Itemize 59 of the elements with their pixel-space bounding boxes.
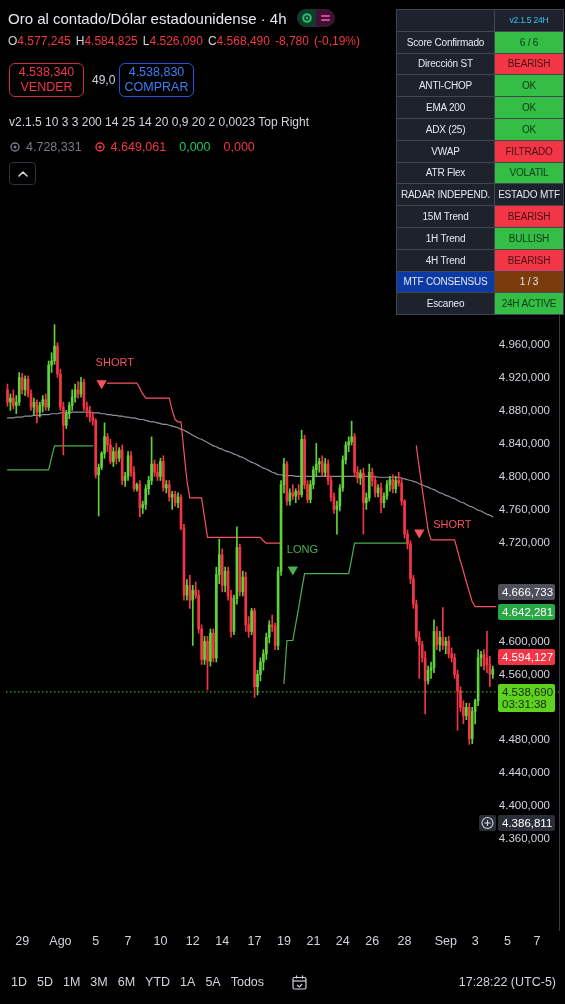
text: O4.577,245 H4.584,825 L4.526,090 C4.568,490 -8,780 (-0,19%) xyxy=(8,34,360,48)
x-tick-label: Sep xyxy=(434,933,457,948)
text: YTD xyxy=(145,975,171,989)
text: SHORT xyxy=(95,356,134,369)
x-tick-label: 28 xyxy=(397,933,412,948)
annotation: 03:31:38 xyxy=(501,697,547,710)
y-tick-label: 4.880,000 xyxy=(498,403,550,416)
y-tick-label: 4.760,000 xyxy=(498,502,550,515)
text: 4.728,331 xyxy=(26,140,82,154)
text: 1A xyxy=(180,975,196,989)
text: 4.538,340 xyxy=(18,65,75,79)
x-tick-label: Ago xyxy=(49,933,72,948)
x-tick-label: 10 xyxy=(153,933,168,948)
series-label: SHORT xyxy=(433,517,472,530)
text: 49,0 xyxy=(92,73,116,87)
y-tick-label: 4.960,000 xyxy=(498,337,550,350)
y-tick-label: 4.800,000 xyxy=(498,469,550,482)
chart-title: Oro al contado/Dólar estadounidense · 4h xyxy=(8,9,287,27)
text: 1M xyxy=(62,975,81,989)
point xyxy=(96,380,107,390)
x-tick-label: 24 xyxy=(335,933,350,948)
x-tick-label: 17 xyxy=(247,933,262,948)
text: 3M xyxy=(90,975,108,989)
y-tick-label: 4.840,000 xyxy=(498,436,550,449)
y-tick-label: 4.400,000 xyxy=(498,799,550,812)
x-tick-label: 5 xyxy=(92,933,100,948)
x-tick-label: 3 xyxy=(471,933,479,948)
y-tick-label: 4.720,000 xyxy=(498,535,550,548)
text: 0,000 xyxy=(179,140,211,154)
y-tick-label: 4.600,000 xyxy=(498,634,550,647)
text: 1D xyxy=(11,975,27,989)
x-tick-label: 26 xyxy=(365,933,380,948)
x-tick-label: 7 xyxy=(124,933,132,948)
text: VENDER xyxy=(20,80,73,94)
x-tick-label: 29 xyxy=(15,933,30,948)
y-tick-label: 4.560,000 xyxy=(498,667,550,680)
y-tick-label: 4.360,000 xyxy=(498,832,550,845)
text: 5A xyxy=(205,975,221,989)
series-label: LONG xyxy=(286,542,318,555)
text: 4.538,830 xyxy=(128,65,185,79)
y-tick-label: 4.440,000 xyxy=(498,766,550,779)
text: COMPRAR xyxy=(124,80,189,94)
text: 4.649,061 xyxy=(110,140,167,154)
ref-line-label: 4.538,690 xyxy=(501,685,555,698)
text: 5D xyxy=(36,975,53,989)
y-tick-label: 4.920,000 xyxy=(498,370,550,383)
x-tick-label: 5 xyxy=(504,933,512,948)
text: 6M xyxy=(117,975,136,989)
x-tick-label: 21 xyxy=(306,933,321,948)
text: Todos xyxy=(230,975,265,989)
text: 0,000 xyxy=(223,140,255,154)
x-tick-label: 14 xyxy=(215,933,230,948)
text: 17:28:22 (UTC-5) xyxy=(458,974,556,991)
y-tick-label: 4.480,000 xyxy=(498,733,550,746)
point xyxy=(414,529,425,539)
text: v2.1.5 10 3 3 200 14 25 14 20 0,9 20 2 0,0023 Top Right xyxy=(9,115,310,129)
x-tick-label: 12 xyxy=(185,933,200,948)
x-tick-label: 19 xyxy=(277,933,291,948)
x-tick-label: 7 xyxy=(533,933,541,948)
